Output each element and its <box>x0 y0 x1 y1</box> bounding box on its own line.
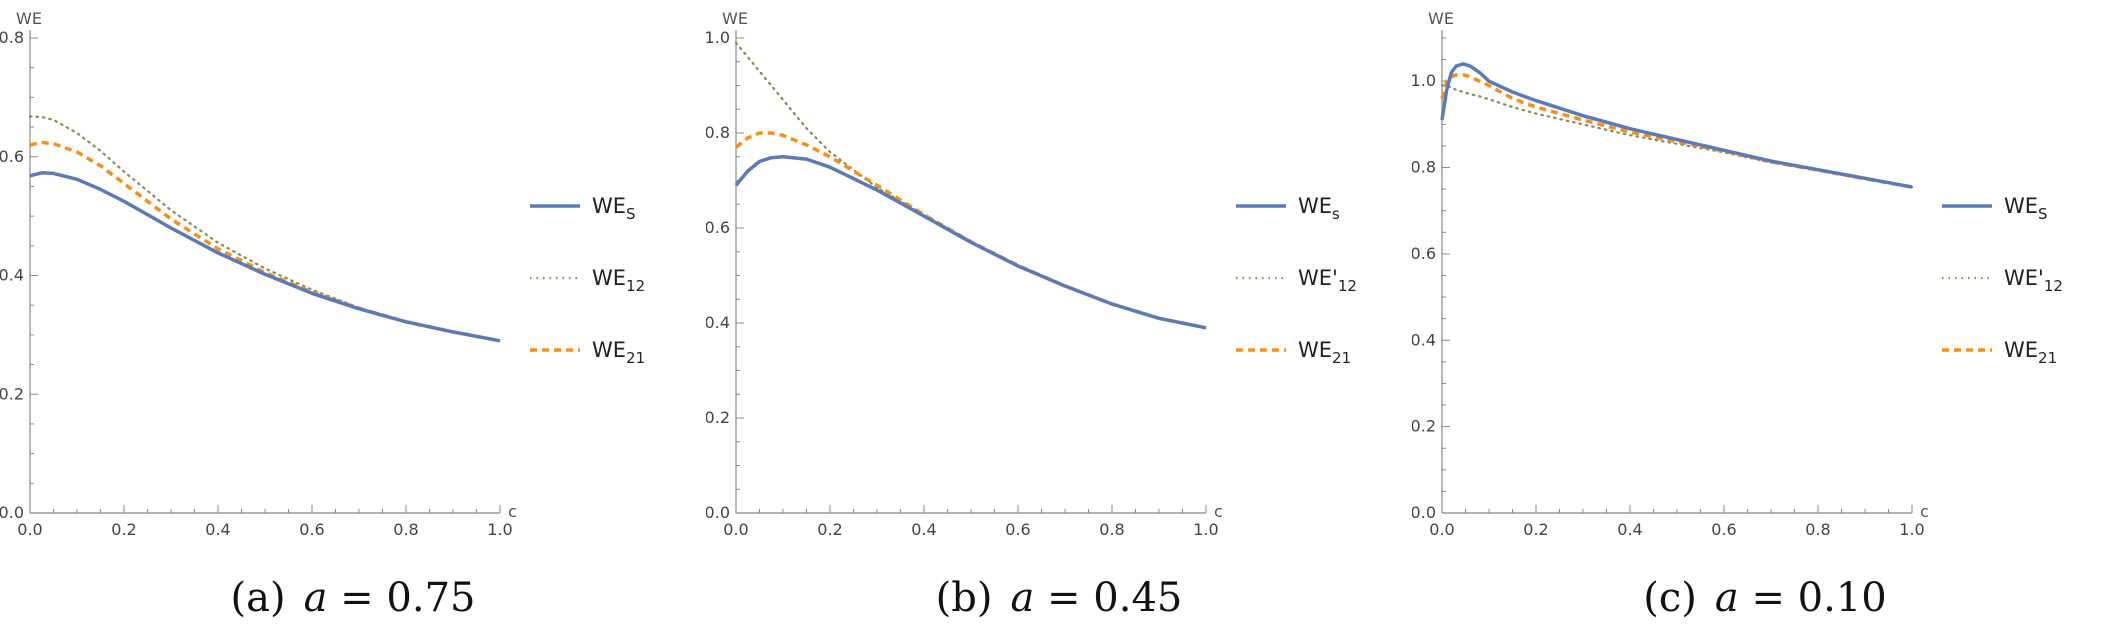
x-tick-label: 1.0 <box>487 520 512 539</box>
y-axis-label: WE <box>722 9 748 28</box>
chart-panel-c: 0.0 0.2 0.4 0.6 0.8 1.0 0.0 0.2 0.4 0.6 0.8 1.0 WE c W… <box>1412 0 2118 640</box>
y-tick-label: 0.2 <box>1412 417 1436 436</box>
legend-label: WE21 <box>1298 338 1351 367</box>
chart-caption: (c) a = 0.10 <box>1412 575 2118 621</box>
x-tick-label: 0.4 <box>911 520 936 539</box>
x-tick-label: 1.0 <box>1899 520 1924 539</box>
x-tick-label: 0.6 <box>299 520 324 539</box>
x-tick-label: 0.0 <box>723 520 748 539</box>
y-tick-label: 0.8 <box>1412 158 1436 177</box>
caption-value: = 0.45 <box>1047 575 1183 621</box>
caption-value: = 0.75 <box>340 575 476 621</box>
x-tick-label: 0.8 <box>1805 520 1830 539</box>
chart-panel-b: 0.0 0.2 0.4 0.6 0.8 1.0 0.0 0.2 0.4 0.6 0.8 1.0 WE c W… <box>706 0 1412 640</box>
y-tick-label: 1.0 <box>706 28 730 47</box>
y-tick-label: 0.8 <box>0 28 24 47</box>
y-tick-label: 0.0 <box>706 503 730 522</box>
y-tick-label: 0.2 <box>0 384 24 403</box>
caption-value: = 0.10 <box>1751 575 1887 621</box>
x-tick-label: 0.8 <box>393 520 418 539</box>
caption-tag: (a) <box>230 575 286 621</box>
x-tick-label: 1.0 <box>1193 520 1218 539</box>
series-line-solid <box>29 171 501 343</box>
legend-label: WE'12 <box>2004 266 2063 295</box>
series-line-solid <box>1440 62 1913 189</box>
y-tick-label: 0.8 <box>706 123 730 142</box>
legend-label: WE'12 <box>1298 266 1357 295</box>
x-tick-label: 0.4 <box>1617 520 1642 539</box>
series-line-solid <box>734 155 1207 330</box>
y-tick-label: 1.0 <box>1412 71 1436 90</box>
y-tick-label: 0.4 <box>1412 330 1436 349</box>
y-tick-label: 0.0 <box>0 503 24 522</box>
x-tick-label: 0.6 <box>1005 520 1030 539</box>
series-line-dashed <box>29 140 501 343</box>
y-tick-label: 0.6 <box>1412 244 1436 263</box>
chart-svg: 0.0 0.2 0.4 0.6 0.8 1.00.00.20.40.60.81.0WEcW… <box>706 9 1357 539</box>
caption-tag: (b) <box>935 575 993 621</box>
x-tick-label: 0.2 <box>817 520 842 539</box>
chart-svg: 0.0 0.2 0.4 0.6 0.8 1.00.00.20.40.60.8WEcWESW… <box>0 9 645 539</box>
caption-variable: a <box>1010 575 1035 621</box>
y-tick-label: 0.2 <box>706 408 730 427</box>
x-tick-label: 0.6 <box>1711 520 1736 539</box>
x-axis-label: c <box>1214 502 1223 521</box>
caption-variable: a <box>303 575 328 621</box>
x-tick-label: 0.0 <box>1429 520 1454 539</box>
x-axis-label: c <box>508 502 517 521</box>
series-line-dotted <box>28 115 502 342</box>
caption-variable: a <box>1714 575 1739 621</box>
chart-caption: (a) a = 0.75 <box>0 575 706 621</box>
legend-label: WES <box>2004 194 2048 223</box>
legend-label: WE21 <box>592 338 645 367</box>
x-tick-label: 0.8 <box>1099 520 1124 539</box>
y-axis-label: WE <box>16 9 42 28</box>
series-line-dashed <box>734 131 1207 330</box>
x-axis-label: c <box>1920 502 1929 521</box>
y-tick-label: 0.6 <box>0 147 24 166</box>
chart-caption: (b) a = 0.45 <box>706 575 1412 621</box>
x-tick-label: 0.2 <box>1523 520 1548 539</box>
y-tick-label: 0.4 <box>706 313 730 332</box>
legend-label: WE21 <box>2004 338 2057 367</box>
x-tick-label: 0.2 <box>111 520 136 539</box>
y-tick-label: 0.6 <box>706 218 730 237</box>
series-line-dotted <box>1440 84 1914 189</box>
y-tick-label: 0.4 <box>0 266 24 285</box>
legend-label: WE12 <box>592 266 645 295</box>
y-tick-label: 0.0 <box>1412 503 1436 522</box>
x-tick-label: 0.4 <box>205 520 230 539</box>
chart-svg: 0.0 0.2 0.4 0.6 0.8 1.0 0.0 0.2 0.4 0.6 0.8 1.0 WE c W… <box>1412 9 2063 539</box>
caption-tag: (c) <box>1643 575 1697 621</box>
series-line-dotted <box>734 41 1208 329</box>
y-axis-label: WE <box>1428 9 1454 28</box>
legend-label: WES <box>592 194 636 223</box>
x-tick-label: 0.0 <box>17 520 42 539</box>
legend-label: WEs <box>1298 194 1340 223</box>
chart-panel-a: 0.0 0.2 0.4 0.6 0.8 1.0 0.0 0.2 0.4 0.6 0.8 WE c WES W… <box>0 0 706 640</box>
